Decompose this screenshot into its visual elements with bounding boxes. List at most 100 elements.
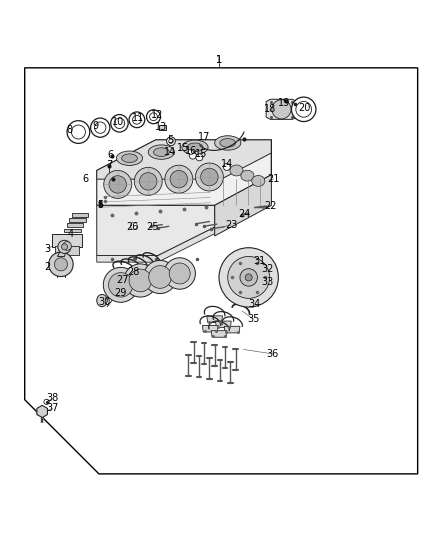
Circle shape	[109, 176, 127, 193]
Text: 6: 6	[108, 150, 114, 160]
Circle shape	[245, 274, 252, 281]
Bar	[69, 218, 86, 222]
Circle shape	[61, 244, 67, 250]
Circle shape	[54, 258, 67, 271]
Text: 11: 11	[132, 113, 145, 123]
Circle shape	[134, 167, 162, 195]
Text: 3: 3	[45, 244, 51, 254]
Bar	[72, 213, 88, 217]
Text: 12: 12	[151, 110, 163, 119]
Text: 37: 37	[46, 403, 58, 414]
Text: 25: 25	[146, 222, 159, 232]
Ellipse shape	[241, 170, 254, 181]
Text: 17: 17	[198, 132, 210, 142]
Bar	[67, 223, 83, 227]
Text: 1: 1	[216, 55, 222, 66]
Ellipse shape	[182, 140, 208, 155]
Polygon shape	[224, 326, 240, 333]
Circle shape	[196, 154, 203, 161]
Circle shape	[104, 171, 132, 198]
Text: 21: 21	[267, 174, 280, 184]
Polygon shape	[97, 140, 272, 205]
Polygon shape	[207, 316, 223, 322]
Bar	[159, 125, 166, 130]
Polygon shape	[57, 248, 67, 256]
Text: 5: 5	[167, 135, 173, 145]
Text: 22: 22	[264, 201, 277, 211]
Circle shape	[131, 222, 138, 229]
Circle shape	[140, 173, 157, 190]
Text: 38: 38	[46, 393, 58, 403]
Text: 16: 16	[184, 146, 197, 156]
Circle shape	[95, 122, 106, 133]
Circle shape	[58, 240, 71, 253]
Circle shape	[71, 125, 85, 139]
Circle shape	[201, 168, 218, 185]
Ellipse shape	[97, 294, 107, 306]
Circle shape	[111, 115, 128, 132]
Text: 29: 29	[115, 288, 127, 298]
Text: 36: 36	[266, 349, 279, 359]
Circle shape	[170, 171, 187, 188]
Circle shape	[189, 152, 196, 159]
Text: 32: 32	[262, 264, 274, 273]
Circle shape	[223, 164, 230, 171]
Circle shape	[129, 269, 152, 292]
Text: 4: 4	[67, 229, 74, 239]
Text: 27: 27	[116, 276, 128, 286]
Circle shape	[91, 118, 110, 138]
Circle shape	[49, 252, 73, 277]
Circle shape	[228, 256, 270, 298]
Circle shape	[63, 241, 71, 251]
Text: 33: 33	[262, 277, 274, 287]
Ellipse shape	[252, 175, 265, 187]
Circle shape	[67, 120, 90, 143]
Polygon shape	[215, 321, 231, 328]
Circle shape	[103, 268, 138, 302]
Circle shape	[165, 165, 193, 193]
Text: 13: 13	[155, 122, 167, 132]
Ellipse shape	[122, 154, 138, 163]
Circle shape	[188, 149, 193, 155]
Text: 31: 31	[253, 256, 265, 266]
Text: 24: 24	[238, 209, 251, 219]
Polygon shape	[97, 227, 215, 262]
Text: 15: 15	[177, 143, 189, 153]
Text: 14: 14	[164, 147, 176, 157]
Bar	[55, 246, 79, 255]
Circle shape	[164, 258, 195, 289]
Circle shape	[240, 269, 258, 286]
Circle shape	[251, 259, 258, 265]
Circle shape	[166, 137, 175, 146]
Circle shape	[169, 139, 173, 143]
Text: 10: 10	[112, 117, 124, 126]
Text: 7: 7	[106, 160, 112, 170]
Circle shape	[195, 163, 223, 191]
Circle shape	[147, 110, 160, 124]
Circle shape	[149, 265, 171, 288]
Ellipse shape	[187, 143, 203, 151]
Polygon shape	[97, 140, 272, 179]
Text: 5: 5	[97, 200, 103, 211]
Polygon shape	[211, 330, 227, 337]
Text: 26: 26	[127, 222, 139, 232]
Ellipse shape	[220, 139, 236, 147]
Polygon shape	[202, 326, 218, 332]
Bar	[52, 234, 82, 247]
Circle shape	[296, 101, 311, 117]
Ellipse shape	[153, 148, 169, 156]
Circle shape	[169, 263, 190, 284]
Ellipse shape	[148, 145, 174, 159]
Text: 23: 23	[225, 220, 237, 230]
Ellipse shape	[230, 165, 243, 176]
Text: 6: 6	[83, 174, 89, 184]
Circle shape	[291, 97, 316, 122]
Ellipse shape	[117, 151, 143, 165]
Circle shape	[129, 112, 145, 128]
Polygon shape	[97, 205, 215, 256]
Polygon shape	[215, 140, 272, 236]
Text: 30: 30	[99, 297, 111, 308]
Circle shape	[133, 116, 141, 124]
Circle shape	[272, 100, 291, 119]
Text: 28: 28	[127, 266, 140, 277]
